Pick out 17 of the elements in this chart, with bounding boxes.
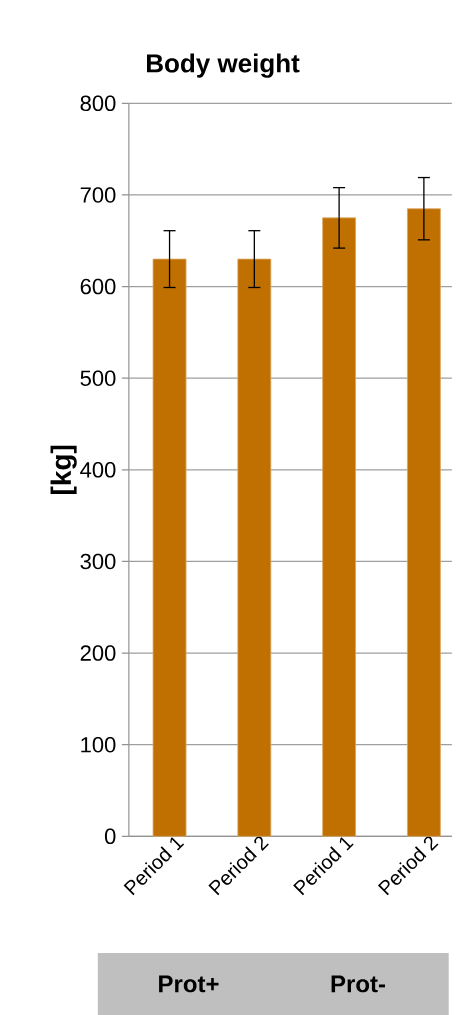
y-axis-title: [kg]	[50, 445, 77, 494]
bar	[406, 208, 441, 837]
y-tick-label: 100	[81, 736, 116, 753]
y-tick-label: 500	[80, 370, 116, 386]
y-tick-label: 400	[80, 462, 116, 478]
bar	[322, 217, 357, 837]
bar	[237, 258, 272, 837]
chart-title: Body weight	[146, 53, 300, 78]
y-tick-label: 800	[80, 95, 116, 112]
bar	[152, 258, 187, 837]
text: Prot-	[331, 975, 386, 993]
y-tick-label: 300	[80, 553, 116, 570]
y-tick-label: 200	[80, 645, 116, 661]
y-tick-label: 700	[80, 187, 116, 203]
y-tick-label: 600	[80, 278, 116, 295]
text: Prot+	[159, 975, 219, 993]
y-tick-label: 0	[104, 828, 116, 845]
